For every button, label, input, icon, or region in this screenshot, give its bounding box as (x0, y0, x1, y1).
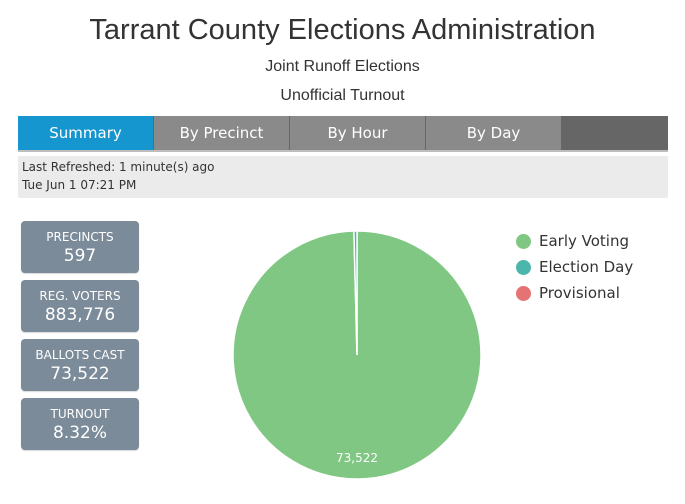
page-subtitle: Joint Runoff Elections (265, 58, 420, 75)
refresh-timestamp: Tue Jun 1 07:21 PM (22, 178, 137, 192)
stat-value: 8.32% (52, 423, 107, 443)
legend-item-election-day[interactable]: Election Day (516, 254, 633, 280)
tab-summary[interactable]: Summary (18, 116, 153, 150)
stat-precincts: PRECINCTS 597 (21, 221, 139, 273)
turnout-pie-chart: 73,522 (232, 230, 482, 480)
legend-item-early-voting[interactable]: Early Voting (516, 228, 633, 254)
stat-label: BALLOTS CAST (35, 348, 125, 362)
legend-label: Provisional (539, 284, 620, 302)
stat-label: PRECINCTS (46, 230, 114, 244)
page-subtitle-turnout: Unofficial Turnout (280, 87, 405, 104)
legend-dot-provisional (516, 285, 531, 301)
stat-label: TURNOUT (50, 407, 110, 421)
chart-legend: Early Voting Election Day Provisional (516, 228, 633, 306)
tab-bar-filler (562, 116, 668, 150)
stat-turnout: TURNOUT 8.32% (21, 398, 139, 450)
stat-ballots-cast: BALLOTS CAST 73,522 (21, 339, 139, 391)
pie-slice-election-day[interactable] (353, 230, 358, 356)
legend-item-provisional[interactable]: Provisional (516, 280, 633, 306)
legend-dot-early-voting (516, 233, 531, 249)
tab-by-hour[interactable]: By Hour (290, 116, 425, 150)
legend-dot-election-day (516, 259, 531, 275)
stat-value: 73,522 (50, 364, 110, 384)
last-refreshed-text: Last Refreshed: 1 minute(s) ago (22, 160, 215, 174)
stat-reg-voters: REG. VOTERS 883,776 (21, 280, 139, 332)
stat-value: 597 (63, 246, 97, 266)
stat-value: 883,776 (44, 305, 116, 325)
legend-label: Early Voting (539, 232, 629, 250)
tab-underline (18, 150, 668, 152)
pie-data-label: 73,522 (336, 451, 378, 465)
tab-by-day[interactable]: By Day (426, 116, 561, 150)
stat-label: REG. VOTERS (39, 289, 121, 303)
legend-label: Election Day (539, 258, 634, 276)
tab-bar: Summary By Precinct By Hour By Day (18, 116, 668, 150)
refresh-panel: Last Refreshed: 1 minute(s) ago Tue Jun … (18, 156, 668, 198)
page-title: Tarrant County Elections Administration (89, 14, 596, 46)
tab-by-precinct[interactable]: By Precinct (154, 116, 289, 150)
